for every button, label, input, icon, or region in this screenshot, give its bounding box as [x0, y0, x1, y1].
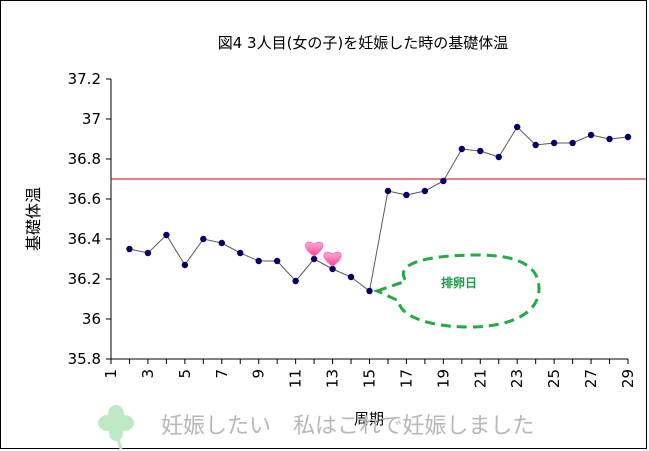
watermark-text: 妊娠したい 私はこれで妊娠しました: [161, 414, 534, 439]
data-point: [550, 139, 558, 147]
y-tick-label: 37: [82, 110, 101, 128]
y-tick-label: 37.2: [68, 70, 101, 88]
data-point: [495, 153, 502, 161]
annotation-ovulation: 排卵日: [441, 275, 477, 290]
series-line: [129, 126, 629, 292]
y-tick-label: 36.6: [68, 190, 101, 208]
x-tick-label: 11: [287, 369, 305, 388]
x-tick-label: 19: [434, 369, 452, 388]
data-point: [366, 287, 373, 295]
data-point: [624, 133, 632, 141]
clover-icon: [98, 405, 134, 450]
chart-title: 図4 3人目(女の子)を妊娠した時の基礎体温: [218, 34, 509, 52]
y-tick-label: 36: [82, 310, 101, 328]
data-point: [384, 187, 392, 195]
x-tick-label: 15: [361, 369, 379, 388]
y-tick-label: 35.8: [68, 350, 101, 368]
x-tick-label: 3: [139, 369, 157, 379]
data-point: [163, 231, 170, 239]
x-tick-label: 27: [582, 369, 600, 388]
data-point: [403, 191, 410, 199]
x-tick-label: 5: [176, 369, 194, 379]
data-point: [514, 123, 521, 131]
y-axis-label: 基礎体温: [24, 187, 43, 251]
heart-icon: [305, 241, 324, 257]
data-point: [347, 273, 355, 281]
x-tick-label: 17: [397, 369, 415, 388]
data-point: [532, 141, 539, 149]
data-point: [144, 249, 152, 257]
data-point: [606, 135, 613, 143]
data-point: [440, 177, 447, 185]
x-tick-label: 1: [102, 369, 120, 379]
heart-markers: [305, 241, 342, 267]
data-point: [292, 277, 299, 285]
data-point: [329, 265, 336, 273]
x-tick-label: 23: [508, 369, 526, 388]
data-point: [181, 261, 189, 269]
data-point: [218, 239, 225, 247]
data-point: [458, 145, 466, 153]
heart-icon: [323, 251, 342, 267]
data-point: [569, 139, 576, 147]
ovulation-callout: 排卵日: [372, 253, 541, 329]
x-tick-label: 25: [545, 369, 563, 388]
data-point: [310, 255, 318, 263]
data-point: [200, 235, 207, 243]
x-tick-label: 21: [471, 369, 489, 388]
x-axis-label: 周期: [354, 410, 384, 428]
data-point: [477, 147, 484, 155]
data-point: [255, 257, 262, 265]
data-point: [273, 257, 281, 265]
y-tick-label: 36.2: [68, 270, 101, 288]
y-tick-label: 36.4: [68, 230, 101, 248]
data-point: [237, 249, 244, 257]
data-point: [421, 187, 429, 195]
x-tick-label: 13: [324, 369, 342, 388]
data-point: [126, 245, 133, 253]
x-tick-label: 29: [619, 369, 637, 388]
x-tick-label: 9: [250, 369, 268, 379]
callout-bubble: [372, 253, 541, 329]
data-point: [587, 131, 595, 139]
series-group: [126, 123, 632, 295]
x-tick-label: 7: [213, 369, 231, 379]
y-tick-label: 36.8: [68, 150, 101, 168]
